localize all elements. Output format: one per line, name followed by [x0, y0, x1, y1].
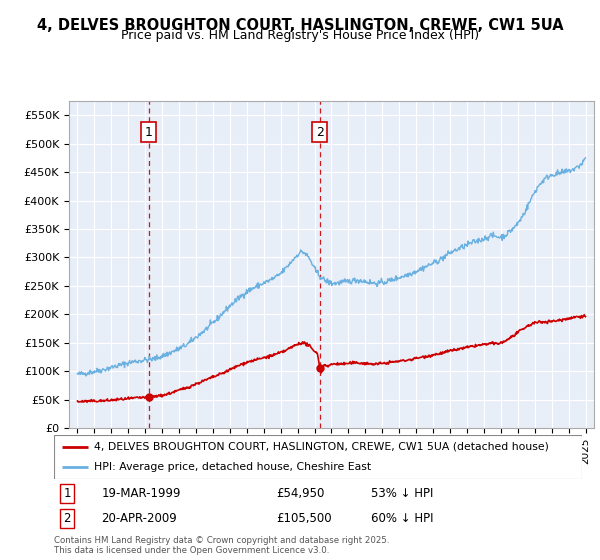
Text: 1: 1 [64, 487, 71, 500]
Text: Price paid vs. HM Land Registry's House Price Index (HPI): Price paid vs. HM Land Registry's House … [121, 29, 479, 42]
Text: £54,950: £54,950 [276, 487, 324, 500]
Text: 60% ↓ HPI: 60% ↓ HPI [371, 512, 433, 525]
Text: 4, DELVES BROUGHTON COURT, HASLINGTON, CREWE, CW1 5UA: 4, DELVES BROUGHTON COURT, HASLINGTON, C… [37, 18, 563, 34]
Text: 20-APR-2009: 20-APR-2009 [101, 512, 177, 525]
Text: 2: 2 [316, 125, 323, 139]
Text: 53% ↓ HPI: 53% ↓ HPI [371, 487, 433, 500]
Text: 2: 2 [64, 512, 71, 525]
Text: 1: 1 [145, 125, 153, 139]
Text: 19-MAR-1999: 19-MAR-1999 [101, 487, 181, 500]
Text: 4, DELVES BROUGHTON COURT, HASLINGTON, CREWE, CW1 5UA (detached house): 4, DELVES BROUGHTON COURT, HASLINGTON, C… [94, 442, 548, 452]
Text: Contains HM Land Registry data © Crown copyright and database right 2025.
This d: Contains HM Land Registry data © Crown c… [54, 536, 389, 556]
Text: HPI: Average price, detached house, Cheshire East: HPI: Average price, detached house, Ches… [94, 462, 371, 472]
Text: £105,500: £105,500 [276, 512, 331, 525]
